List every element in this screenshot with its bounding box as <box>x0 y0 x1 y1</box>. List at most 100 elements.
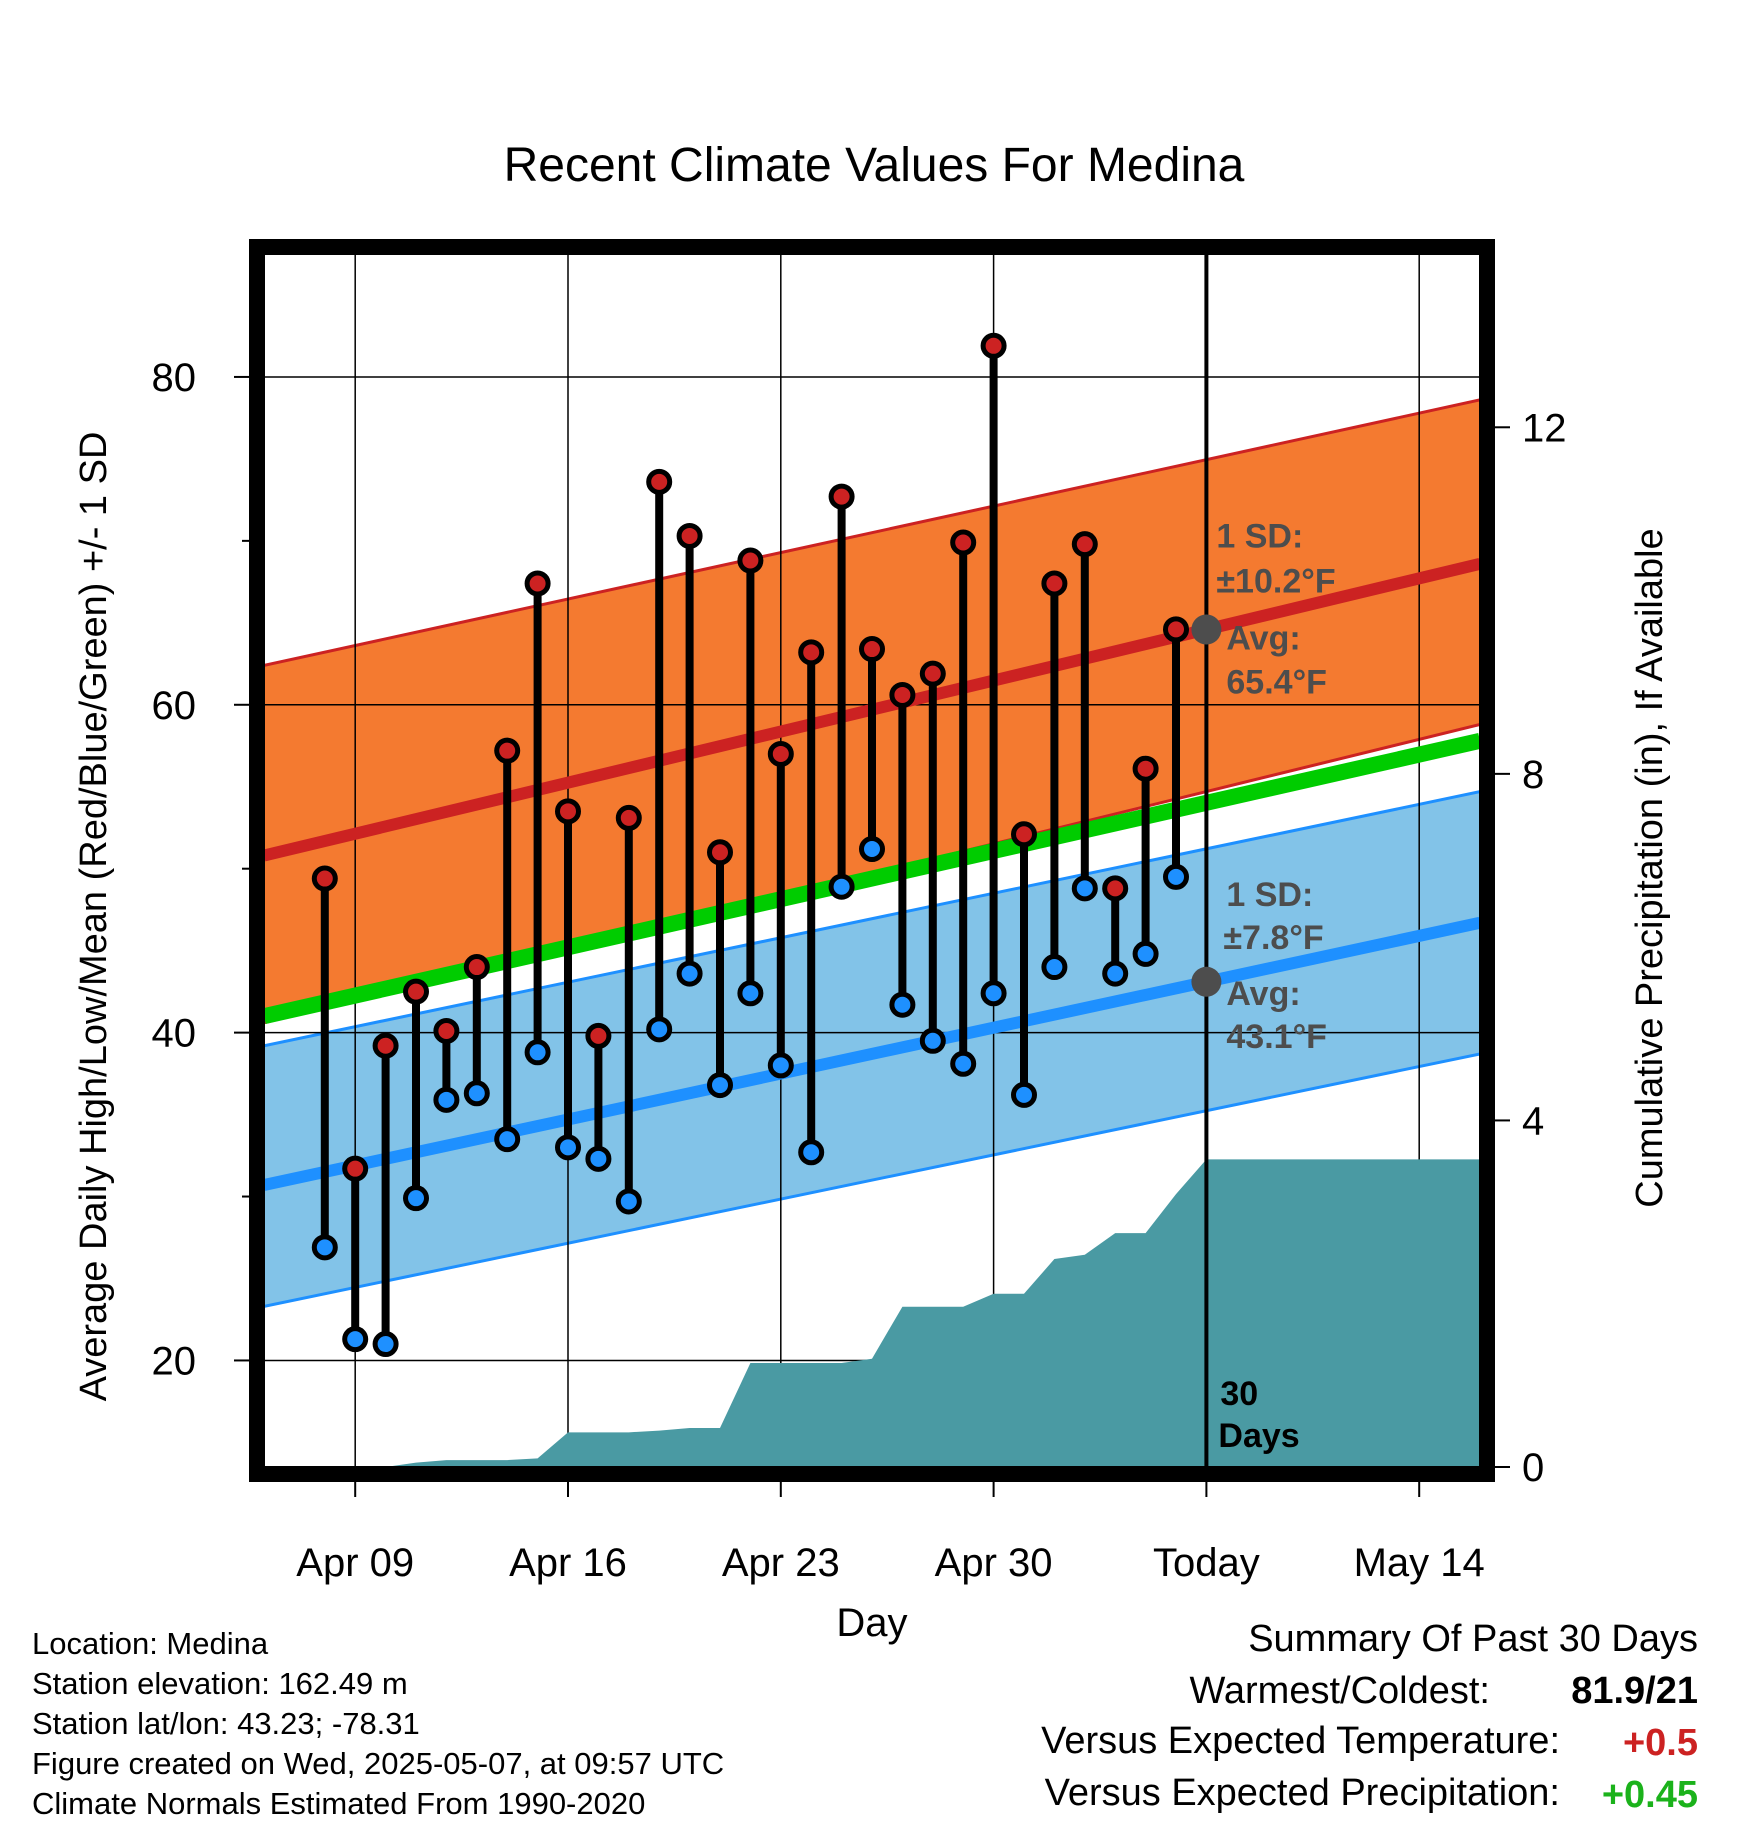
low-sd-upper-line <box>264 790 1480 1048</box>
daily-high-point <box>1071 531 1098 558</box>
daily-low-point <box>646 1016 673 1043</box>
x-tick-label: Apr 16 <box>509 1541 627 1585</box>
daily-high-point <box>311 865 338 892</box>
low-avg-value: 43.1°F <box>1226 1018 1327 1056</box>
low-avg-label: Avg: <box>1226 975 1300 1013</box>
daily-low-point <box>980 980 1007 1007</box>
daily-low-point <box>494 1126 521 1153</box>
daily-low-point <box>828 873 855 900</box>
created-text: Figure created on Wed, 2025-05-07, at 09… <box>32 1746 725 1781</box>
daily-low-point <box>737 980 764 1007</box>
latlon-text: Station lat/lon: 43.23; -78.31 <box>32 1706 420 1741</box>
temp-anomaly-label: Versus Expected Temperature: <box>1041 1720 1560 1762</box>
x-tick-label: Today <box>1153 1541 1260 1585</box>
daily-low-point <box>433 1086 460 1113</box>
warm-cold-label: Warmest/Coldest: <box>1189 1670 1490 1712</box>
y-left-tick-label: 20 <box>152 1339 197 1383</box>
normals-text: Climate Normals Estimated From 1990-2020 <box>32 1786 646 1821</box>
summary-heading: Summary Of Past 30 Days <box>1248 1618 1698 1660</box>
y-left-axis-label: Average Daily High/Low/Mean (Red/Blue/Gr… <box>73 432 115 1402</box>
y-right-axis-label: Cumulative Precipitation (in), If Availa… <box>1629 528 1671 1207</box>
daily-high-point <box>403 978 429 1005</box>
location-text: Location: Medina <box>32 1626 269 1661</box>
x-tick-label: May 14 <box>1354 1541 1485 1585</box>
today-high-normal-marker <box>1191 614 1222 645</box>
y-left-tick-label: 40 <box>152 1012 197 1056</box>
daily-low-point <box>1041 954 1068 981</box>
days-window-word: Days <box>1218 1417 1299 1455</box>
chart-title: Recent Climate Values For Medina <box>503 139 1245 192</box>
temp-anomaly-value: +0.5 <box>1622 1722 1698 1764</box>
daily-high-point <box>1011 821 1037 848</box>
daily-low-point <box>555 1134 581 1161</box>
precip-anomaly-value: +0.45 <box>1601 1774 1698 1816</box>
daily-low-point <box>311 1234 338 1261</box>
daily-high-point <box>859 636 885 663</box>
daily-low-point <box>859 836 885 863</box>
daily-low-point <box>585 1145 612 1172</box>
y-right-tick-label: 0 <box>1522 1446 1544 1490</box>
daily-high-point <box>494 737 521 764</box>
days-window-number: 30 <box>1220 1375 1258 1413</box>
daily-high-point <box>767 740 794 767</box>
daily-low-point <box>676 960 703 987</box>
plot-frame <box>249 239 1495 1482</box>
daily-high-point <box>615 804 642 831</box>
daily-low-point <box>889 991 916 1018</box>
daily-low-point <box>403 1185 429 1212</box>
y-right-tick-label: 8 <box>1522 753 1544 797</box>
daily-high-point <box>828 483 855 510</box>
daily-low-point <box>767 1052 794 1079</box>
daily-high-point <box>463 954 490 981</box>
x-tick-label: Apr 23 <box>722 1541 840 1585</box>
x-tick-label: Apr 30 <box>935 1541 1053 1585</box>
daily-low-point <box>342 1326 369 1353</box>
x-tick-label: Apr 09 <box>296 1541 414 1585</box>
daily-high-point <box>372 1032 399 1059</box>
daily-high-point <box>342 1155 369 1182</box>
high-sd-label: 1 SD: <box>1216 517 1303 555</box>
precip-anomaly-label: Versus Expected Precipitation: <box>1044 1772 1560 1814</box>
daily-low-point <box>1132 940 1159 967</box>
daily-low-point <box>919 1027 946 1054</box>
daily-low-point <box>1071 875 1098 902</box>
daily-high-point <box>919 660 946 687</box>
y-left-tick-label: 60 <box>152 684 197 728</box>
y-right-tick-label: 12 <box>1522 406 1567 450</box>
warm-cold-value: 81.9/21 <box>1571 1670 1698 1712</box>
high-avg-value: 65.4°F <box>1226 663 1327 701</box>
daily-high-point <box>1132 755 1159 782</box>
low-sd-value: ±7.8°F <box>1223 919 1323 957</box>
daily-high-point <box>1041 570 1068 597</box>
elevation-text: Station elevation: 162.49 m <box>32 1666 408 1701</box>
daily-low-point <box>950 1050 977 1077</box>
daily-high-point <box>737 547 764 574</box>
daily-low-point <box>798 1139 825 1166</box>
low-normal-line <box>264 916 1480 1191</box>
y-left-tick-label: 80 <box>152 356 197 400</box>
daily-high-point <box>889 681 916 708</box>
x-axis-label: Day <box>836 1601 907 1645</box>
daily-high-point <box>585 1022 612 1049</box>
daily-low-point <box>1011 1081 1037 1108</box>
daily-high-point <box>950 529 977 556</box>
daily-high-point <box>555 798 581 825</box>
high-sd-upper-line <box>264 398 1480 667</box>
daily-high-point <box>707 839 733 866</box>
y-right-tick-label: 4 <box>1522 1099 1544 1143</box>
daily-low-point <box>707 1072 733 1099</box>
daily-low-point <box>524 1039 551 1066</box>
daily-high-point <box>676 522 703 549</box>
high-avg-label: Avg: <box>1226 619 1300 657</box>
daily-low-point <box>463 1080 490 1107</box>
daily-high-point <box>646 468 673 495</box>
daily-low-point <box>372 1331 399 1358</box>
daily-high-point <box>980 332 1007 359</box>
daily-low-point <box>1102 960 1129 987</box>
low-sd-label: 1 SD: <box>1226 876 1313 914</box>
daily-high-point <box>1102 875 1129 902</box>
high-sd-value: ±10.2°F <box>1216 562 1335 600</box>
daily-high-point <box>524 570 551 597</box>
today-low-normal-marker <box>1191 966 1222 997</box>
